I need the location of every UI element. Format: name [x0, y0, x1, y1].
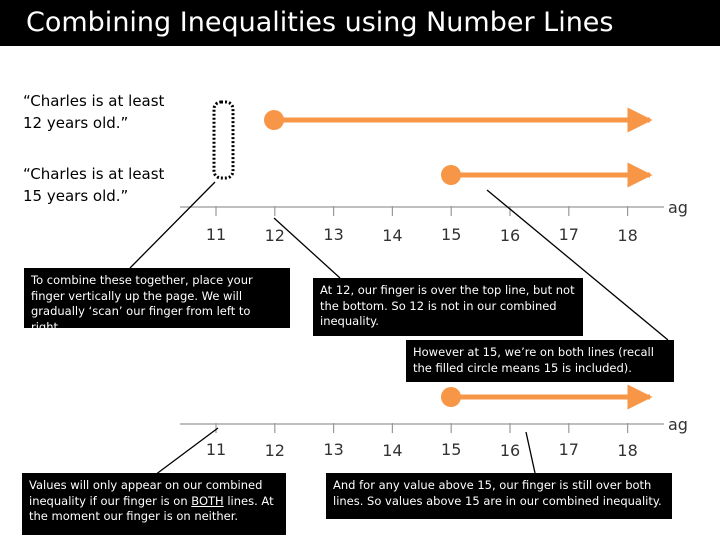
bottom-tick-label-16: 16 [500, 441, 520, 460]
top-tick-label-11: 11 [206, 225, 226, 244]
statement-2: “Charles is at least 15 years old.” [23, 163, 164, 207]
explanation-text-1: To combine these together, place your fi… [31, 273, 253, 334]
axis-label-bottom: ag [668, 415, 688, 434]
top-tick-label-12: 12 [265, 226, 285, 245]
filled-circle-combined [441, 387, 461, 407]
explanation-text-2: At 12, our finger is over the top line, … [320, 283, 575, 328]
explanation-text-3: However at 15, we’re on both lines (reca… [413, 345, 654, 375]
explanation-box-1: To combine these together, place your fi… [24, 268, 290, 334]
explanation-box-4: Values will only appear on our combined … [22, 473, 286, 535]
top-tick-label-18: 18 [617, 226, 637, 245]
bottom-tick-label-15: 15 [441, 440, 461, 459]
statement-2-line-2: 15 years old.” [23, 187, 129, 205]
statement-2-line-1: “Charles is at least [23, 165, 165, 183]
bottom-tick-label-17: 17 [559, 440, 579, 459]
explanation-text-4-emphasis: BOTH [191, 493, 224, 508]
ray-at-least-12 [264, 107, 653, 133]
explanation-text-5: And for any value above 15, our finger i… [333, 478, 662, 508]
bottom-tick-label-13: 13 [323, 440, 343, 459]
top-tick-label-16: 16 [500, 226, 520, 245]
statement-1: “Charles is at least 12 years old.” [23, 90, 164, 134]
explanation-text-4-pre: Values will only appear on our combined … [29, 478, 263, 508]
statement-1-line-1: “Charles is at least [23, 92, 165, 110]
bottom-tick-label-18: 18 [617, 441, 637, 460]
top-tick-label-17: 17 [559, 225, 579, 244]
filled-circle-12 [264, 110, 284, 130]
explanation-box-2: At 12, our finger is over the top line, … [313, 278, 583, 336]
statement-1-line-2: 12 years old.” [23, 114, 129, 132]
ray-at-least-15 [441, 162, 653, 188]
filled-circle-15 [441, 165, 461, 185]
bottom-tick-label-11: 11 [206, 440, 226, 459]
callout-line-2 [273, 217, 341, 279]
axis-label-top: ag [668, 198, 688, 217]
callout-line-3 [486, 189, 669, 341]
callout-lines [129, 181, 669, 476]
callout-line-1 [129, 181, 216, 269]
number-line-top: 11 12 13 14 15 16 17 18 ag [180, 198, 688, 245]
title-bar: Combining Inequalities using Number Line… [0, 0, 720, 46]
top-tick-label-14: 14 [382, 226, 402, 245]
ray-combined [441, 384, 653, 410]
callout-line-5 [525, 431, 536, 474]
bottom-tick-label-12: 12 [265, 441, 285, 460]
explanation-box-5: And for any value above 15, our finger i… [326, 473, 672, 519]
explanation-box-3: However at 15, we’re on both lines (reca… [406, 340, 674, 382]
top-tick-label-15: 15 [441, 225, 461, 244]
number-line-bottom: 11 12 13 14 15 16 17 18 ag [180, 415, 688, 460]
bottom-tick-label-14: 14 [382, 441, 402, 460]
explanation-text-4-post: lines. At the moment our finger is on ne… [29, 493, 274, 524]
page-title: Combining Inequalities using Number Line… [26, 7, 614, 38]
callout-line-4 [154, 427, 219, 476]
top-tick-label-13: 13 [323, 225, 343, 244]
finger-indicator [212, 100, 235, 180]
